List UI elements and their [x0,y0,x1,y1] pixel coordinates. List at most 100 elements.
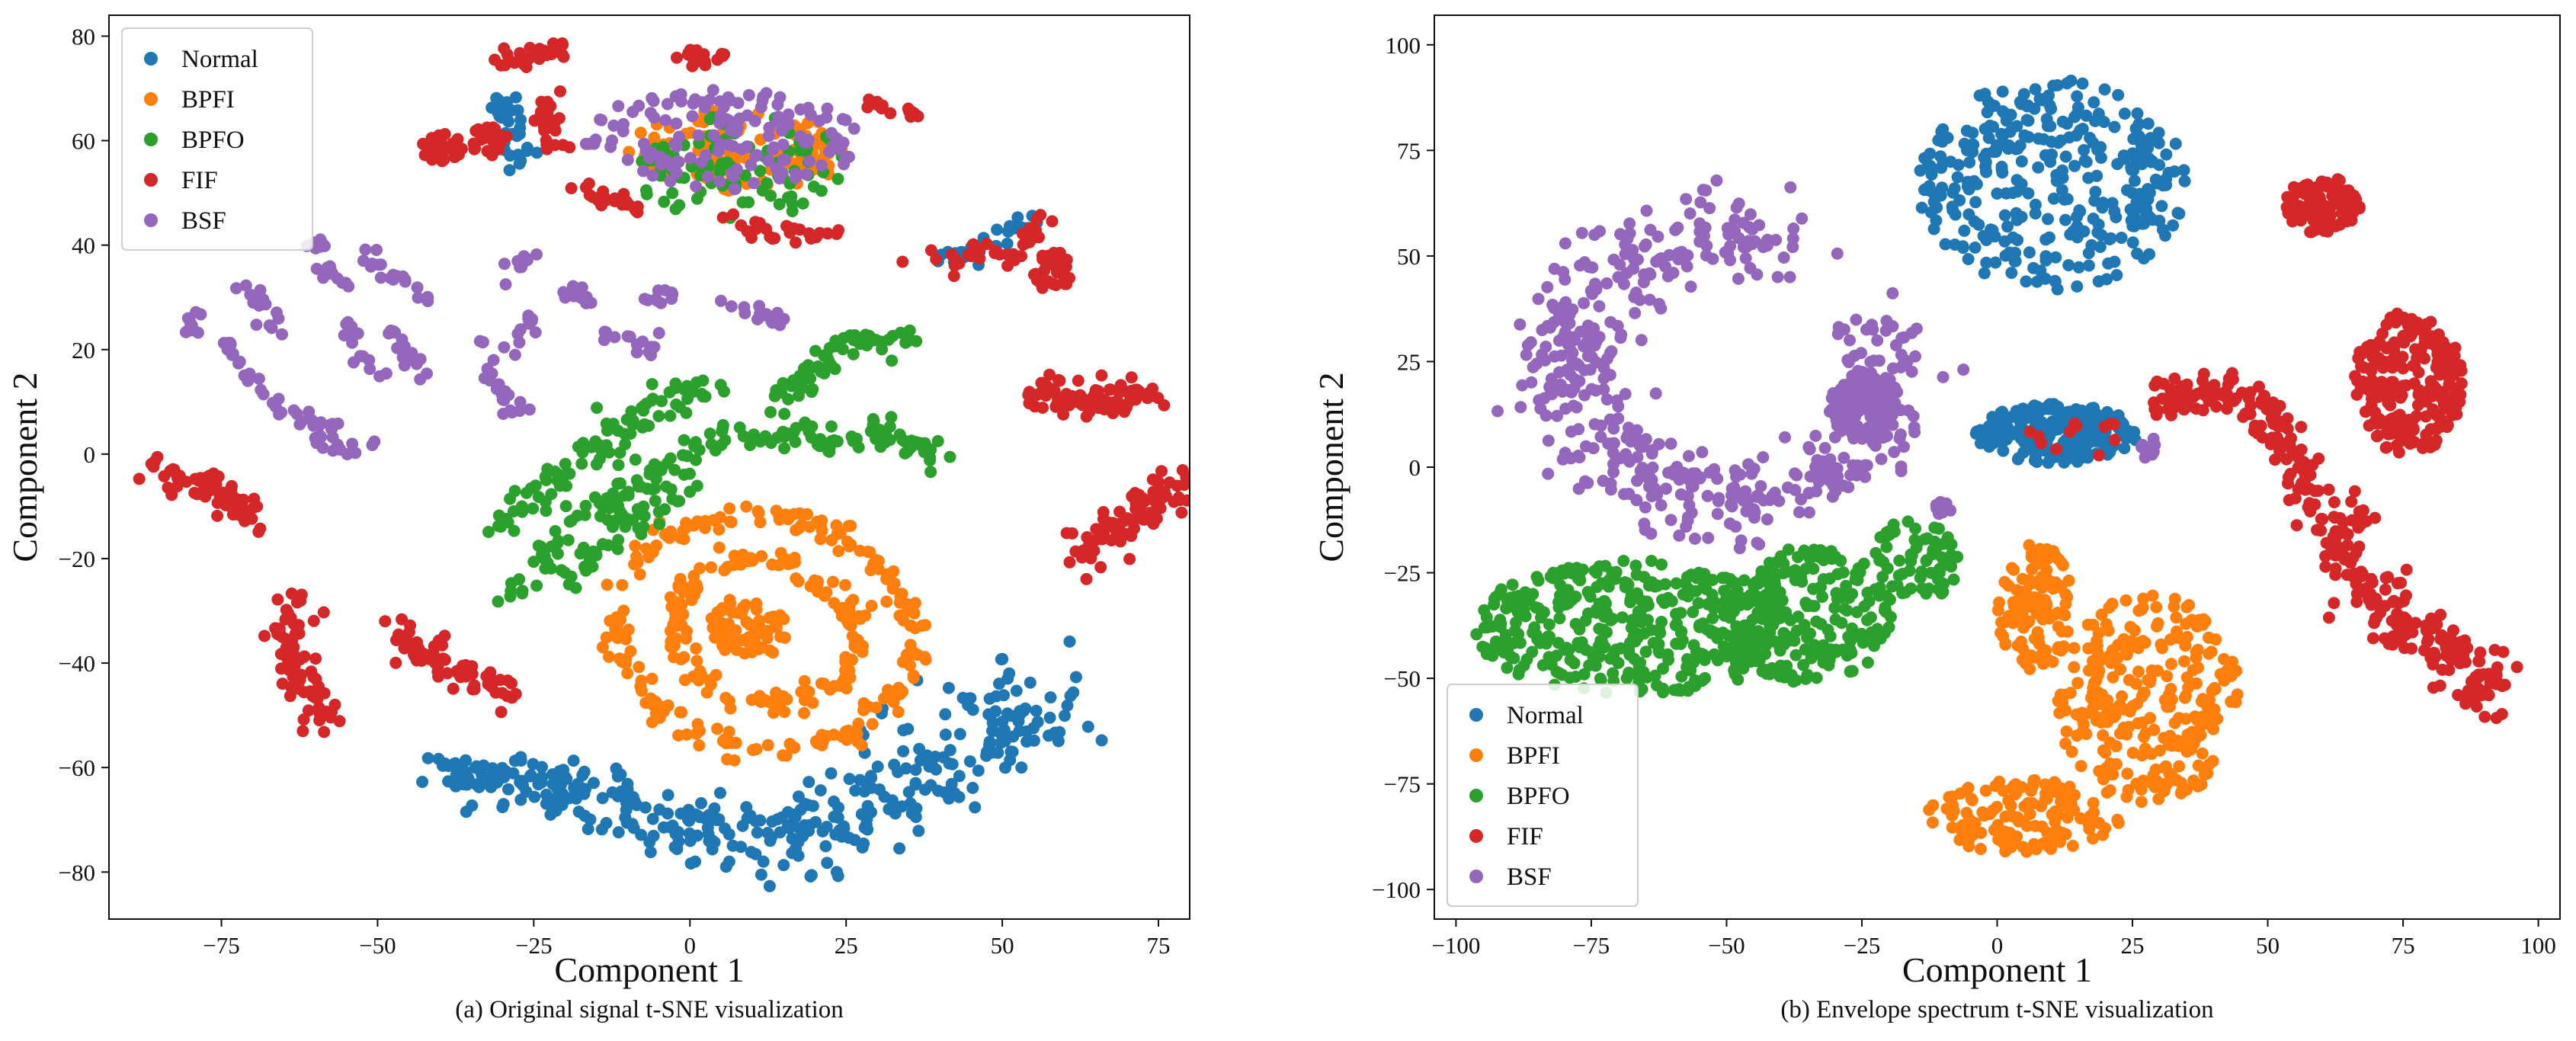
point-bpfi [2132,636,2145,649]
point-bpfo [524,482,537,495]
point-bpfo [1564,654,1577,666]
point-bpfo [756,184,769,197]
point-normal [719,860,732,873]
point-bpfo [1645,623,1658,636]
point-normal [803,776,815,789]
point-normal [2094,152,2107,164]
point-bpfo [1754,597,1767,610]
point-bpfi [634,127,647,139]
point-normal [2015,178,2028,191]
point-fif [2244,386,2257,399]
point-normal [2039,402,2052,415]
point-fif [2382,396,2395,409]
point-normal [1915,201,1928,214]
point-fif [2273,399,2286,412]
point-bpfo [622,489,635,501]
point-bpfo [1797,658,1810,671]
point-fif [2311,524,2324,537]
point-bpfi [2187,774,2200,787]
point-bsf [799,168,812,181]
point-bsf [670,117,683,130]
point-bsf [728,183,741,195]
legend-label-bpfi: BPFI [181,86,235,114]
point-bpfo [541,463,554,476]
point-bpfo [625,405,638,418]
point-bpfi [2120,790,2133,803]
point-fif [254,522,267,535]
point-bsf [612,100,625,113]
point-normal [1996,85,2009,98]
point-fif [813,226,826,239]
point-bpfi [736,601,749,614]
point-fif [620,198,633,211]
point-fif [2413,384,2426,397]
point-bsf [238,369,251,382]
x-tick-label: 50 [991,932,1014,959]
point-bpfo [1816,591,1828,604]
point-normal [612,826,625,839]
point-bpfi [2036,613,2049,626]
point-fif [1125,385,1138,397]
point-normal [861,799,874,812]
point-normal [2139,210,2152,223]
point-bpfi [915,620,928,632]
point-fif [501,690,514,703]
point-bpfo [559,457,572,470]
point-bpfo [1823,572,1836,585]
legend-entry-bsf: BSF [144,207,226,235]
point-fif [436,639,449,652]
point-fif [2329,525,2342,538]
point-bpfo [1758,567,1771,580]
point-bsf [523,403,536,416]
point-bpfo [1574,574,1587,587]
point-normal [2015,210,2028,223]
point-normal [1958,224,1971,237]
legend-marker-fif [144,173,158,187]
point-bpfo [786,197,799,210]
point-normal [611,770,624,783]
point-fif [671,51,683,64]
point-bpfo [1670,607,1682,620]
point-fif [2404,330,2417,343]
point-bpfi [2103,768,2116,780]
point-bpfo [836,343,849,356]
point-bpfi [827,575,839,588]
y-tick-label: −80 [59,859,95,886]
point-bpfi [2111,813,2124,826]
point-bpfi [2070,708,2083,721]
point-fif [2400,379,2413,392]
point-bpfi [761,738,774,751]
point-bsf [478,372,491,385]
point-bpfi [694,665,706,677]
point-normal [460,766,473,778]
point-bpfi [804,580,817,593]
point-bpfo [629,453,642,466]
point-normal [962,699,975,712]
point-bpfo [1905,555,1918,568]
point-fif [1044,383,1057,396]
point-bpfi [723,515,736,528]
point-normal [1966,146,1979,159]
point-fif [2237,411,2250,423]
point-bpfo [532,540,545,553]
point-normal [2071,101,2084,114]
point-normal [572,806,585,818]
point-bpfi [842,520,855,533]
point-fif [2345,495,2358,508]
point-fif [2380,319,2393,331]
point-fif [2510,661,2523,674]
point-bsf [648,111,661,124]
point-bpfo [578,508,591,521]
point-fif [1031,388,1043,401]
point-bpfi [2016,611,2029,624]
point-normal [540,797,553,810]
point-bpfo [899,447,912,460]
point-fif [2385,614,2398,627]
point-normal [2168,165,2181,178]
point-bpfo [1607,667,1620,680]
point-normal [703,834,716,847]
point-normal [1948,182,1961,195]
point-bpfo [1501,661,1514,674]
point-bpfi [2017,841,2030,854]
point-bpfi [855,739,868,751]
